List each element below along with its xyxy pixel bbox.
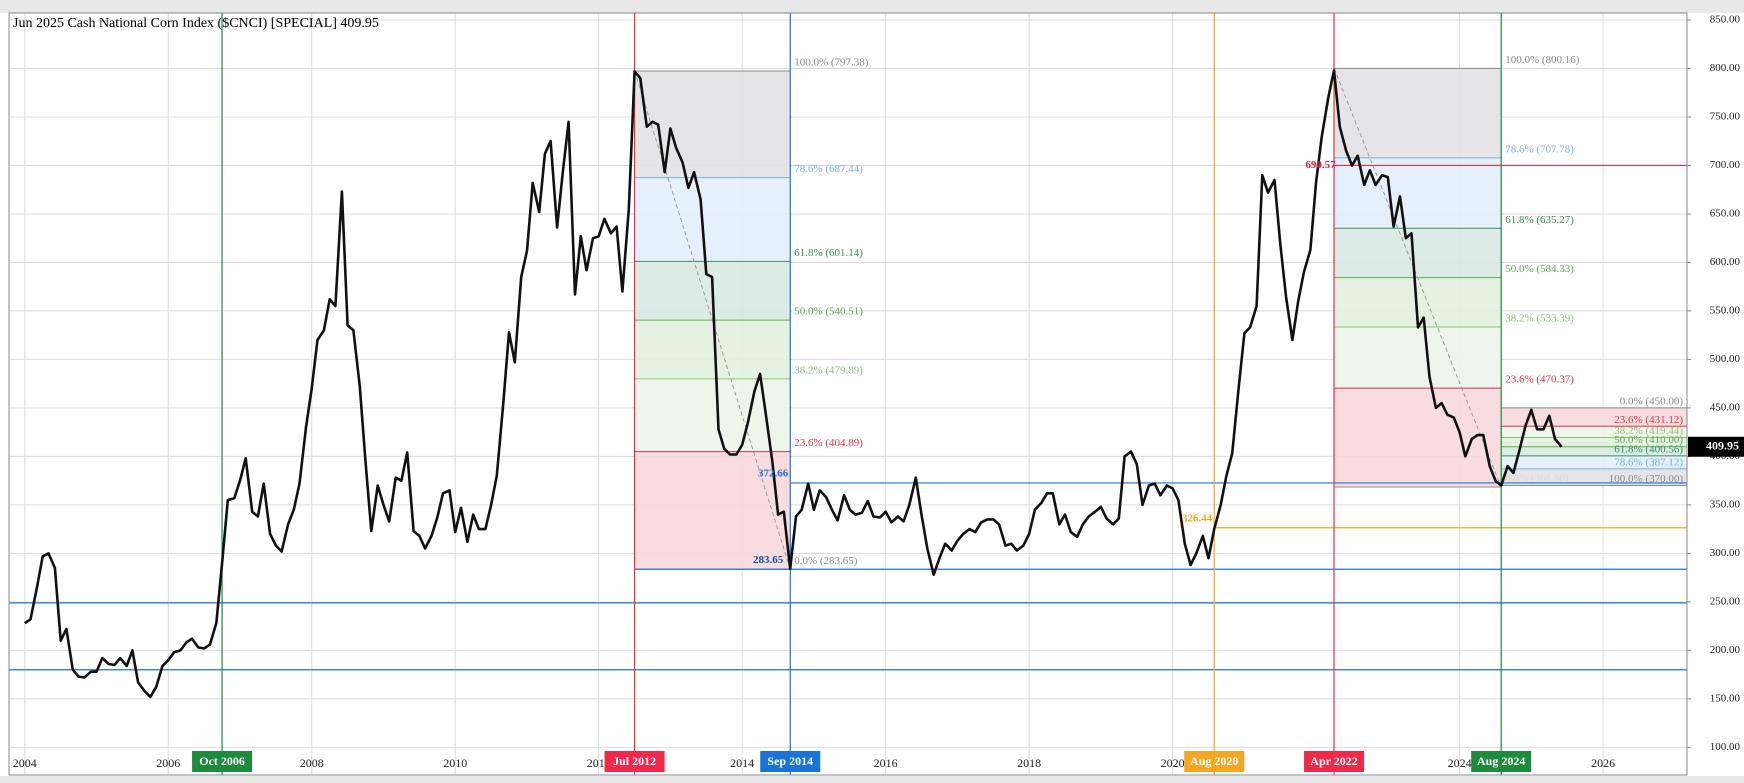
- x-tick-label: 2026: [1591, 756, 1615, 770]
- y-tick-label: 150.00: [1710, 692, 1741, 704]
- y-tick-label: 350.00: [1710, 498, 1741, 510]
- y-tick-label: 250.00: [1710, 595, 1741, 607]
- y-tick-label: 100.00: [1710, 741, 1741, 753]
- date-marker-label: Aug 2024: [1477, 754, 1525, 768]
- date-marker: [192, 751, 253, 772]
- trend-line: [634, 70, 791, 570]
- y-tick-label: 550.00: [1710, 304, 1741, 316]
- fib-label: 50.0% (410.00): [1614, 434, 1683, 446]
- fib-band: [1334, 68, 1502, 158]
- y-tick-label: 600.00: [1710, 256, 1741, 268]
- date-marker-label: Sep 2014: [767, 754, 813, 768]
- x-tick-label: 2004: [13, 756, 37, 770]
- trend-line: [1333, 68, 1502, 488]
- fib-band: [634, 451, 791, 570]
- last-price-box: [1688, 436, 1744, 457]
- fib-label: 61.8% (601.14): [794, 247, 863, 259]
- x-tick-label: 2006: [156, 756, 180, 770]
- fib-band: [634, 177, 791, 262]
- y-tick-label: 800.00: [1710, 62, 1741, 74]
- fib-label: 0.0% (450.00): [1620, 395, 1684, 407]
- fib-label: 78.6% (687.44): [794, 163, 863, 175]
- x-tick-label: 2010: [443, 756, 467, 770]
- date-marker: [760, 751, 821, 772]
- fib-label: 38.2% (479.89): [794, 364, 863, 376]
- fib-label: 23.6% (404.89): [794, 437, 863, 449]
- fib-label: 100.0% (800.16): [1505, 54, 1580, 66]
- date-marker-label: Oct 2006: [199, 754, 245, 768]
- fib-band: [1501, 446, 1687, 456]
- x-tick-label: 2020: [1161, 756, 1185, 770]
- y-tick-label: 300.00: [1710, 547, 1741, 559]
- fib-band: [1334, 228, 1502, 278]
- fib-label: 78.6% (387.12): [1614, 456, 1683, 468]
- fib-label: 50.0% (540.51): [794, 306, 863, 318]
- y-tick-label: 500.00: [1710, 353, 1741, 365]
- fib-band: [1501, 468, 1687, 486]
- fib-label: 38.2% (419.44): [1614, 425, 1683, 437]
- axis-panel: [1688, 13, 1744, 775]
- price-label: 326.44: [1182, 512, 1213, 524]
- date-marker-label: Jul 2012: [613, 754, 656, 768]
- date-marker: [1471, 751, 1532, 772]
- date-marker: [1304, 751, 1365, 772]
- plot-frame: [8, 12, 1688, 776]
- fib-label: 78.6% (707.78): [1505, 143, 1574, 155]
- x-tick-label: 2008: [300, 756, 324, 770]
- date-marker: [604, 751, 665, 772]
- fib-band: [1501, 426, 1687, 438]
- y-tick-label: 200.00: [1710, 644, 1741, 656]
- y-tick-label: 750.00: [1710, 110, 1741, 122]
- price-line: [24, 69, 1563, 699]
- x-tick-label: 2016: [874, 756, 898, 770]
- date-marker: [1184, 751, 1245, 772]
- chart-title: Jun 2025 Cash National Corn Index ($CNCI…: [13, 16, 379, 31]
- x-tick-label: 2018: [1017, 756, 1041, 770]
- price-label: 283.65: [753, 554, 784, 566]
- y-tick-label: 450.00: [1710, 401, 1741, 413]
- fib-band: [1334, 327, 1502, 389]
- fib-label: 61.8% (400.56): [1614, 443, 1683, 455]
- header-strip: [0, 0, 1744, 13]
- footer-strip: [0, 776, 1744, 783]
- last-price-label: 409.95: [1706, 439, 1739, 453]
- x-tick-label: 2024: [1448, 756, 1472, 770]
- fib-label: 50.0% (584.33): [1505, 263, 1574, 275]
- fib-label: 100.0% (797.38): [794, 57, 869, 69]
- fib-label: 38.2% (533.39): [1505, 313, 1574, 325]
- fib-band: [634, 320, 791, 379]
- fib-band: [634, 71, 791, 178]
- fib-label: 61.8% (635.27): [1505, 214, 1574, 226]
- y-tick-label: 650.00: [1710, 207, 1741, 219]
- fib-label: 0.0% (283.65): [794, 555, 858, 567]
- fib-label: 23.6% (470.37): [1505, 374, 1574, 386]
- y-tick-label: 700.00: [1710, 159, 1741, 171]
- fib-band: [1501, 437, 1687, 447]
- fib-label: 100.0% (370.00): [1609, 473, 1684, 485]
- date-marker-label: Aug 2020: [1190, 754, 1238, 768]
- price-label: 372.66: [758, 467, 789, 479]
- date-marker-label: Apr 2022: [1310, 754, 1357, 768]
- fib-band: [634, 378, 791, 452]
- x-tick-label: 2014: [730, 756, 754, 770]
- fib-band: [1334, 157, 1502, 229]
- fib-band: [1501, 455, 1687, 469]
- price-label: 690.57: [1305, 159, 1336, 171]
- fib-label: 23.6% (431.12): [1614, 414, 1683, 426]
- y-tick-label: 850.00: [1710, 14, 1741, 26]
